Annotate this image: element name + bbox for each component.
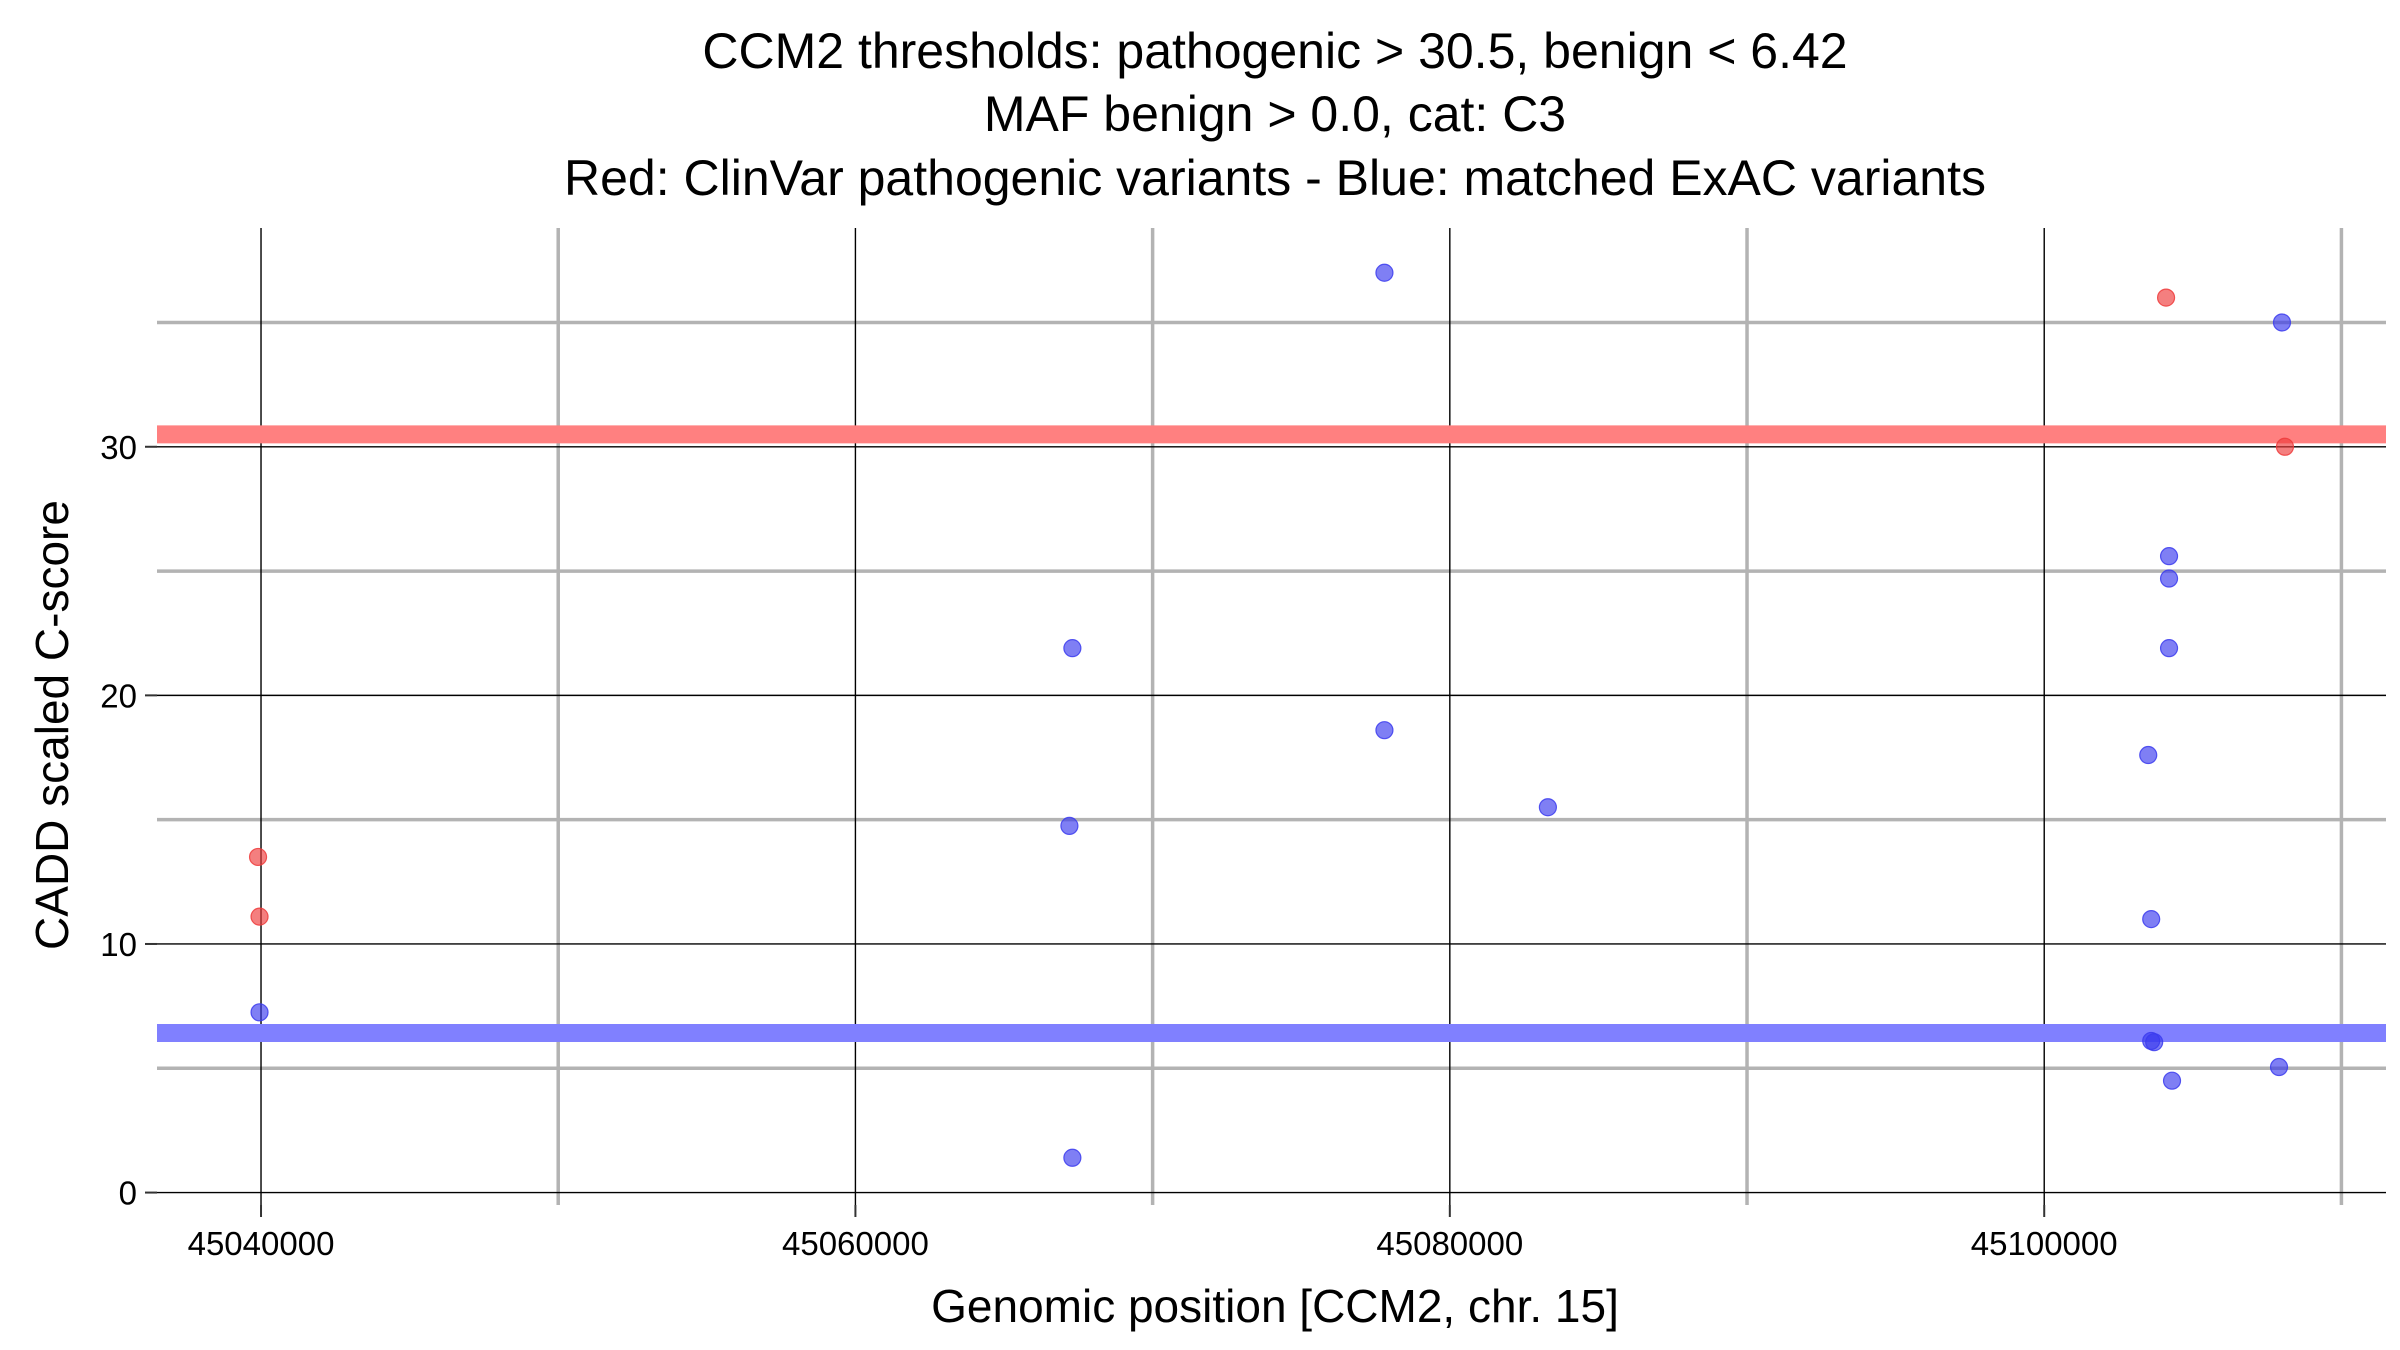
x-tick-label: 45040000 <box>188 1225 335 1262</box>
y-tick-label: 0 <box>119 1175 137 1212</box>
data-point-blue <box>1063 1148 1082 1167</box>
data-point-red <box>2156 288 2176 307</box>
data-points <box>248 263 2295 1167</box>
data-point-blue <box>2139 745 2158 765</box>
data-point-red <box>250 907 269 926</box>
data-point-blue <box>2159 639 2179 658</box>
y-axis: 0 10 20 30 <box>100 429 157 1212</box>
data-point-blue <box>2145 1033 2164 1052</box>
title-line-3: Red: ClinVar pathogenic variants - Blue:… <box>564 150 1986 206</box>
x-tick-label: 45100000 <box>1971 1225 2118 1262</box>
minor-gridlines <box>157 228 2386 1205</box>
major-gridlines <box>157 228 2386 1205</box>
y-tick-label: 30 <box>100 429 137 466</box>
data-point-blue <box>2272 313 2292 332</box>
data-point-red <box>248 847 268 867</box>
y-tick-label: 10 <box>100 926 137 963</box>
data-point-blue <box>1375 721 1394 740</box>
y-axis-title: CADD scaled C-score <box>26 500 78 950</box>
data-point-blue <box>2269 1057 2289 1077</box>
chart-title: CCM2 thresholds: pathogenic > 30.5, beni… <box>564 23 1986 206</box>
y-tick-label: 20 <box>100 677 137 714</box>
x-tick-label: 45060000 <box>782 1225 929 1262</box>
data-point-blue <box>2142 910 2161 929</box>
data-point-blue <box>1375 263 1394 282</box>
data-point-blue <box>2159 569 2179 588</box>
x-axis: 45040000 45060000 45080000 45100000 <box>188 1205 2118 1262</box>
x-axis-title: Genomic position [CCM2, chr. 15] <box>931 1280 1619 1332</box>
x-tick-label: 45080000 <box>1376 1225 1523 1262</box>
data-point-blue <box>2162 1071 2182 1090</box>
data-point-red <box>2275 437 2295 456</box>
data-point-blue <box>1538 798 1557 817</box>
threshold-bands <box>157 425 2386 1042</box>
data-point-blue <box>1063 639 1082 658</box>
data-point-blue <box>250 1003 269 1022</box>
data-point-blue <box>2159 547 2179 566</box>
title-line-2: MAF benign > 0.0, cat: C3 <box>984 86 1566 142</box>
data-point-blue <box>1060 816 1079 835</box>
title-line-1: CCM2 thresholds: pathogenic > 30.5, beni… <box>702 23 1847 79</box>
